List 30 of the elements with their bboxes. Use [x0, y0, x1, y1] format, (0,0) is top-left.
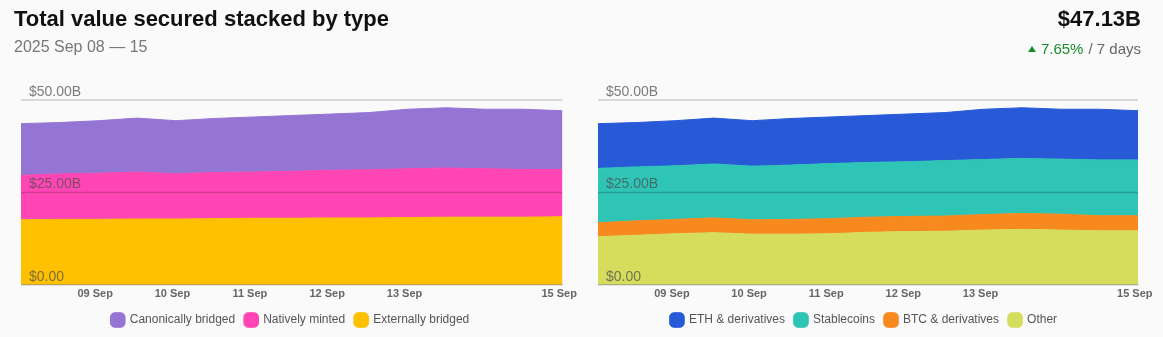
- x-tick-label: 09 Sep: [654, 287, 690, 300]
- legend-label: Other: [1027, 312, 1058, 327]
- y-tick-label: $25.00B: [606, 175, 659, 192]
- x-tick-label: 12 Sep: [885, 287, 922, 300]
- text: 7.65%: [1040, 40, 1084, 57]
- y-tick-label: $50.00B: [606, 82, 659, 99]
- chart-subtitle: 2025 Sep 08 — 15: [14, 38, 148, 56]
- x-tick-label: 15 Sep: [541, 287, 578, 300]
- y-tick-label: $50.00B: [29, 82, 82, 99]
- text: $47.13B: [1057, 6, 1141, 32]
- chart-title: Total value secured stacked by type: [14, 6, 389, 32]
- legend-label: Natively minted: [263, 312, 346, 327]
- x-tick-label: 09 Sep: [77, 287, 114, 300]
- x-tick-label: 10 Sep: [731, 287, 768, 300]
- x-tick-label: 10 Sep: [154, 287, 191, 300]
- y-tick-label: $0.00: [29, 267, 65, 284]
- legend-label: Canonically bridged: [129, 312, 236, 327]
- text: / 7 days: [1088, 40, 1141, 57]
- x-tick-label: 13 Sep: [962, 287, 999, 300]
- x-tick-label: 11 Sep: [808, 287, 844, 300]
- legend-label: BTC & derivatives: [903, 312, 1000, 327]
- legend-label: Externally bridged: [373, 312, 470, 327]
- x-tick-label: 13 Sep: [386, 287, 423, 300]
- y-tick-label: $25.00B: [29, 175, 82, 192]
- x-tick-label: 15 Sep: [1117, 287, 1153, 300]
- legend-label: Stablecoins: [812, 312, 876, 327]
- y-tick-label: $0.00: [606, 267, 642, 284]
- x-tick-label: 12 Sep: [309, 287, 346, 300]
- legend-label: ETH & derivatives: [688, 312, 785, 327]
- x-tick-label: 11 Sep: [232, 287, 268, 300]
